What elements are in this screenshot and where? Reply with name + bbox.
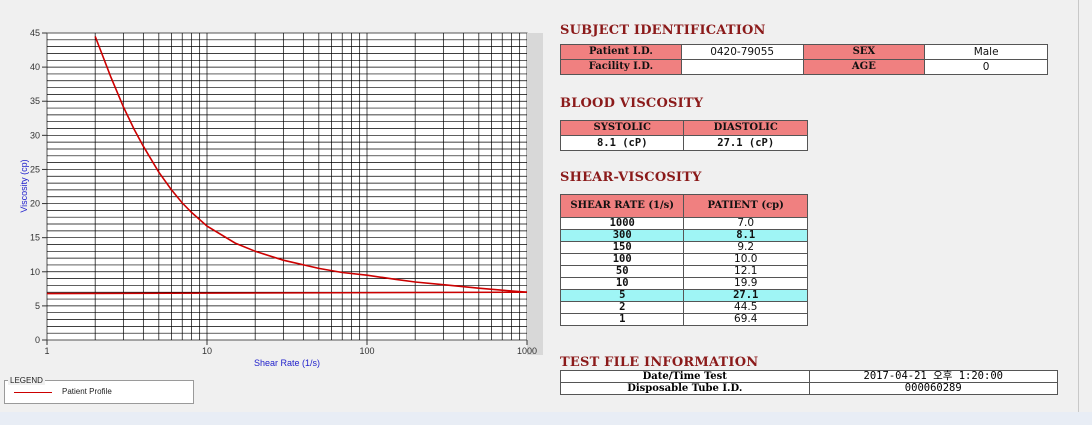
shear-row: 100 10.0: [559, 253, 808, 266]
subject-table: Patient I.D. 0420-79055 SEX Male Facilit…: [560, 44, 1048, 75]
patient-cp-header: PATIENT (cp): [683, 194, 808, 218]
plot-area: [46, 32, 528, 341]
patient-cp-cell: 44.5: [683, 301, 808, 314]
shear-row: 300 8.1: [559, 229, 808, 242]
sex-value: Male: [924, 44, 1048, 60]
patient-profile-line: [94, 36, 528, 293]
legend-line-patient: [14, 392, 52, 393]
y-axis-label: Viscosity (cp): [19, 159, 29, 212]
y-tick-label: 30: [30, 130, 40, 140]
x-axis-label: Shear Rate (1/s): [254, 358, 320, 368]
patient-cp-cell: 7.0: [683, 217, 808, 230]
y-tick-label: 25: [30, 164, 40, 174]
reference-line: [46, 291, 528, 295]
shear-row: 5 27.1: [559, 289, 808, 302]
shear-rate-cell: 1: [559, 313, 685, 326]
shear-row: 10 19.9: [559, 277, 808, 290]
diastolic-value: 27.1 (cP): [683, 135, 808, 151]
disposable-tube-id-label: Disposable Tube I.D.: [560, 382, 810, 395]
patient-cp-cell: 9.2: [683, 241, 808, 254]
shear-row: 150 9.2: [559, 241, 808, 254]
plot-right-shadow: [527, 33, 543, 355]
x-tick-label: 1: [44, 346, 49, 356]
facility-id-value: [680, 59, 804, 75]
patient-id-label: Patient I.D.: [560, 44, 682, 60]
shear-row: 1000 7.0: [559, 217, 808, 230]
x-tick-label: 10: [202, 346, 212, 356]
date-time-test-value: 2017-04-21 오후 1:20:00: [808, 370, 1058, 383]
x-tick-label: 1000: [517, 346, 537, 356]
y-tick-label: 35: [30, 96, 40, 106]
patient-cp-cell: 10.0: [683, 253, 808, 266]
y-tick-label: 45: [30, 28, 40, 38]
legend-label-patient: Patient Profile: [62, 387, 112, 396]
patient-cp-cell: 69.4: [683, 313, 808, 326]
sex-label: SEX: [802, 44, 926, 60]
right-scroll-edge: [1078, 0, 1092, 412]
systolic-value: 8.1 (cP): [559, 135, 685, 151]
patient-id-value: 0420-79055: [680, 44, 804, 60]
legend-title: LEGEND: [8, 376, 45, 385]
shear-row: 2 44.5: [559, 301, 808, 314]
diastolic-label: DIASTOLIC: [683, 120, 808, 136]
shear-viscosity-title: SHEAR-VISCOSITY: [560, 170, 702, 185]
date-time-test-label: Date/Time Test: [560, 370, 810, 383]
disposable-tube-id-value: 000060289: [808, 382, 1058, 395]
subject-identification-title: SUBJECT IDENTIFICATION: [560, 23, 766, 38]
patient-cp-cell: 12.1: [683, 265, 808, 278]
y-tick-label: 5: [35, 301, 40, 311]
shear-rate-cell: 10: [559, 277, 685, 290]
shear-viscosity-table: SHEAR RATE (1/s) PATIENT (cp) 1000 7.0 300…: [559, 194, 808, 326]
y-tick-label: 40: [30, 62, 40, 72]
shear-row: 1 69.4: [559, 313, 808, 326]
shear-row: 50 12.1: [559, 265, 808, 278]
test-file-information-title: TEST FILE INFORMATION: [560, 355, 759, 370]
age-value: 0: [924, 59, 1048, 75]
x-tick-label: 100: [359, 346, 374, 356]
y-tick-label: 20: [30, 199, 40, 209]
shear-rate-cell: 2: [559, 301, 685, 314]
shear-rate-cell: 5: [559, 289, 685, 302]
blood-viscosity-table: SYSTOLIC DIASTOLIC 8.1 (cP) 27.1 (cP): [559, 120, 808, 151]
y-tick-label: 10: [30, 267, 40, 277]
patient-cp-cell: 8.1: [683, 229, 808, 242]
shear-rate-cell: 300: [559, 229, 685, 242]
y-tick-label: 0: [35, 335, 40, 345]
shear-rate-header: SHEAR RATE (1/s): [559, 194, 685, 218]
test-file-table: Date/Time Test 2017-04-21 오후 1:20:00 Dis…: [560, 370, 1058, 395]
blood-viscosity-title: BLOOD VISCOSITY: [560, 96, 704, 111]
y-tick-label: 15: [30, 233, 40, 243]
viscosity-chart: 0 5 10 15 20 25 30 35 40 45 1 10 100 1000 Shear Rate …: [0, 20, 545, 370]
shear-rate-cell: 100: [559, 253, 685, 266]
patient-cp-cell: 27.1: [683, 289, 808, 302]
facility-id-label: Facility I.D.: [560, 59, 682, 75]
shear-rate-cell: 150: [559, 241, 685, 254]
age-label: AGE: [802, 59, 926, 75]
patient-cp-cell: 19.9: [683, 277, 808, 290]
bottom-strip: [0, 412, 1092, 425]
shear-rate-cell: 50: [559, 265, 685, 278]
systolic-label: SYSTOLIC: [559, 120, 685, 136]
shear-rate-cell: 1000: [559, 217, 685, 230]
